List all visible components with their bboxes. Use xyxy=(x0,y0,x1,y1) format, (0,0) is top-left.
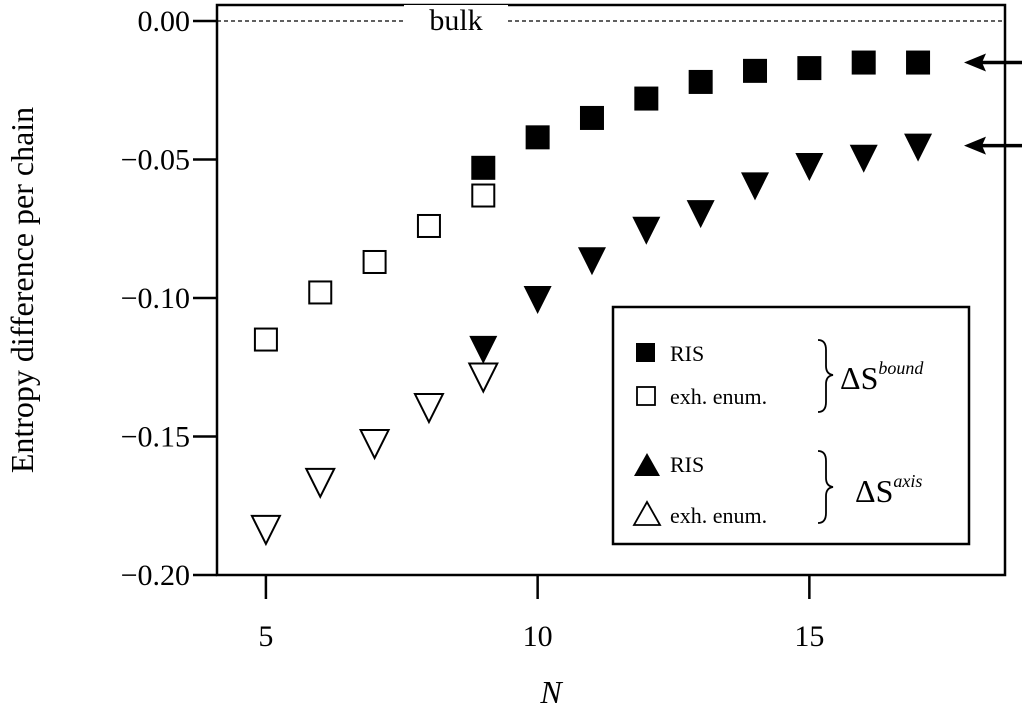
data-point-triangle xyxy=(795,153,824,182)
y-tick-label: −0.15 xyxy=(121,421,190,454)
data-point-triangle xyxy=(632,216,661,245)
data-point-square xyxy=(634,86,659,111)
legend-group-label-axis: ΔSaxis xyxy=(855,471,922,509)
data-point-square xyxy=(416,213,441,238)
x-axis: 5 10 15 xyxy=(258,575,824,653)
y-tick-label: −0.20 xyxy=(121,559,190,592)
legend-marker-triangle-open xyxy=(632,500,662,526)
y-tick-label: −0.05 xyxy=(121,144,190,177)
data-point-triangle xyxy=(467,362,499,394)
legend: RIS exh. enum. RIS exh. enum. ΔSbound ΔS… xyxy=(611,305,971,546)
legend-label: exh. enum. xyxy=(670,503,767,528)
x-axis-title: N xyxy=(539,674,563,710)
data-point-triangle xyxy=(413,393,445,425)
data-point-triangle xyxy=(904,133,933,162)
data-point-triangle xyxy=(849,144,878,173)
data-point-triangle xyxy=(523,286,552,314)
legend-box xyxy=(611,305,971,546)
data-point-triangle xyxy=(686,200,715,229)
x-tick-label: 15 xyxy=(794,620,824,653)
y-tick-label: −0.10 xyxy=(121,282,190,315)
data-point-square xyxy=(525,125,550,150)
legend-label: RIS xyxy=(670,341,704,366)
data-point-square xyxy=(906,50,931,75)
legend-marker-square-filled xyxy=(636,343,655,362)
legend-label: RIS xyxy=(670,452,704,477)
y-tick-label: 0.00 xyxy=(138,5,191,38)
data-point-triangle xyxy=(250,514,282,547)
legend-group-symbol: ΔS xyxy=(855,473,893,509)
plot-frame xyxy=(215,3,1007,577)
legend-group-superscript: axis xyxy=(893,471,922,491)
data-point-square xyxy=(253,327,278,352)
data-point-triangle xyxy=(577,247,606,276)
data-point-triangle xyxy=(741,172,770,201)
x-tick-label: 5 xyxy=(258,620,273,653)
y-axis: 0.00 −0.05 −0.10 −0.15 −0.20 xyxy=(121,5,217,592)
asymptote-arrows xyxy=(964,53,1022,155)
bulk-label: bulk xyxy=(429,4,482,37)
data-point-square xyxy=(308,280,333,305)
arrow-head xyxy=(964,53,986,72)
legend-brace-axis xyxy=(817,450,834,524)
x-tick-label: 10 xyxy=(523,620,553,653)
y-axis-title: Entropy difference per chain xyxy=(4,107,40,473)
legend-group-symbol: ΔS xyxy=(840,360,878,396)
data-point-square xyxy=(362,249,387,274)
bulk-label-background xyxy=(404,5,508,35)
legend-group-superscript: bound xyxy=(878,358,924,378)
data-point-square xyxy=(471,155,496,180)
data-point-square xyxy=(579,105,604,130)
data-points xyxy=(250,50,933,547)
legend-marker-square-open xyxy=(636,386,656,406)
data-point-square xyxy=(743,58,768,83)
arrow-head xyxy=(964,136,986,155)
legend-group-label-bound: ΔSbound xyxy=(840,358,924,396)
data-point-square xyxy=(797,56,822,81)
legend-marker-triangle-filled xyxy=(634,453,660,476)
data-point-triangle xyxy=(469,335,498,364)
legend-label: exh. enum. xyxy=(670,384,767,409)
data-point-triangle xyxy=(358,429,391,461)
data-point-square xyxy=(851,50,876,75)
legend-brace-bound xyxy=(817,339,834,413)
data-point-square xyxy=(471,183,496,208)
data-point-square xyxy=(688,69,713,94)
data-point-triangle xyxy=(304,467,336,500)
